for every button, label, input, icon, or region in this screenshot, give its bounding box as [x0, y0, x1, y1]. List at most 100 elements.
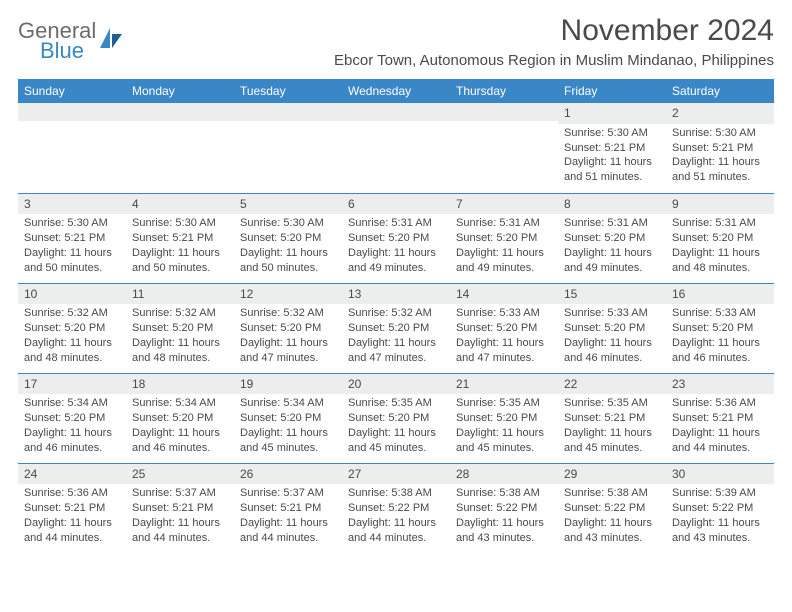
calendar-cell [126, 103, 234, 193]
calendar-body: 1Sunrise: 5:30 AMSunset: 5:21 PMDaylight… [18, 103, 774, 553]
day-number: 7 [450, 194, 558, 215]
calendar-cell: 6Sunrise: 5:31 AMSunset: 5:20 PMDaylight… [342, 193, 450, 283]
calendar-cell [342, 103, 450, 193]
day-content: Sunrise: 5:39 AMSunset: 5:22 PMDaylight:… [666, 484, 774, 549]
month-title: November 2024 [334, 14, 774, 48]
calendar-cell: 22Sunrise: 5:35 AMSunset: 5:21 PMDayligh… [558, 373, 666, 463]
calendar-cell [450, 103, 558, 193]
day-number: 13 [342, 284, 450, 305]
day-number: 3 [18, 194, 126, 215]
day-header: Monday [126, 79, 234, 103]
day-number [450, 103, 558, 121]
day-content: Sunrise: 5:36 AMSunset: 5:21 PMDaylight:… [18, 484, 126, 549]
day-content: Sunrise: 5:35 AMSunset: 5:20 PMDaylight:… [450, 394, 558, 459]
day-content: Sunrise: 5:30 AMSunset: 5:20 PMDaylight:… [234, 214, 342, 279]
day-content: Sunrise: 5:33 AMSunset: 5:20 PMDaylight:… [666, 304, 774, 369]
day-number: 6 [342, 194, 450, 215]
day-number: 12 [234, 284, 342, 305]
day-number [234, 103, 342, 121]
calendar-week: 24Sunrise: 5:36 AMSunset: 5:21 PMDayligh… [18, 463, 774, 553]
brand-logo: General Blue [18, 14, 126, 62]
day-header: Tuesday [234, 79, 342, 103]
day-content: Sunrise: 5:30 AMSunset: 5:21 PMDaylight:… [18, 214, 126, 279]
day-header: Friday [558, 79, 666, 103]
day-content: Sunrise: 5:31 AMSunset: 5:20 PMDaylight:… [450, 214, 558, 279]
day-number: 20 [342, 374, 450, 395]
day-number: 2 [666, 103, 774, 124]
day-content [234, 121, 342, 127]
day-content: Sunrise: 5:37 AMSunset: 5:21 PMDaylight:… [126, 484, 234, 549]
calendar-cell: 12Sunrise: 5:32 AMSunset: 5:20 PMDayligh… [234, 283, 342, 373]
day-content: Sunrise: 5:37 AMSunset: 5:21 PMDaylight:… [234, 484, 342, 549]
calendar-cell: 24Sunrise: 5:36 AMSunset: 5:21 PMDayligh… [18, 463, 126, 553]
day-content: Sunrise: 5:32 AMSunset: 5:20 PMDaylight:… [234, 304, 342, 369]
calendar-cell: 8Sunrise: 5:31 AMSunset: 5:20 PMDaylight… [558, 193, 666, 283]
day-content: Sunrise: 5:32 AMSunset: 5:20 PMDaylight:… [342, 304, 450, 369]
day-number: 16 [666, 284, 774, 305]
calendar-cell: 25Sunrise: 5:37 AMSunset: 5:21 PMDayligh… [126, 463, 234, 553]
calendar-cell: 23Sunrise: 5:36 AMSunset: 5:21 PMDayligh… [666, 373, 774, 463]
day-number: 21 [450, 374, 558, 395]
day-number: 15 [558, 284, 666, 305]
calendar-week: 3Sunrise: 5:30 AMSunset: 5:21 PMDaylight… [18, 193, 774, 283]
day-number: 9 [666, 194, 774, 215]
day-header: Wednesday [342, 79, 450, 103]
day-number [18, 103, 126, 121]
day-content: Sunrise: 5:31 AMSunset: 5:20 PMDaylight:… [666, 214, 774, 279]
day-content: Sunrise: 5:30 AMSunset: 5:21 PMDaylight:… [666, 124, 774, 189]
calendar-cell: 20Sunrise: 5:35 AMSunset: 5:20 PMDayligh… [342, 373, 450, 463]
calendar-cell: 10Sunrise: 5:32 AMSunset: 5:20 PMDayligh… [18, 283, 126, 373]
day-header: Sunday [18, 79, 126, 103]
brand-text: General Blue [18, 20, 96, 62]
day-content: Sunrise: 5:31 AMSunset: 5:20 PMDaylight:… [558, 214, 666, 279]
day-number: 4 [126, 194, 234, 215]
day-content: Sunrise: 5:32 AMSunset: 5:20 PMDaylight:… [18, 304, 126, 369]
location-subtitle: Ebcor Town, Autonomous Region in Muslim … [334, 52, 774, 69]
day-content: Sunrise: 5:38 AMSunset: 5:22 PMDaylight:… [342, 484, 450, 549]
day-content: Sunrise: 5:36 AMSunset: 5:21 PMDaylight:… [666, 394, 774, 459]
day-number: 18 [126, 374, 234, 395]
calendar-cell: 19Sunrise: 5:34 AMSunset: 5:20 PMDayligh… [234, 373, 342, 463]
day-content [342, 121, 450, 127]
day-content: Sunrise: 5:34 AMSunset: 5:20 PMDaylight:… [234, 394, 342, 459]
day-content: Sunrise: 5:30 AMSunset: 5:21 PMDaylight:… [558, 124, 666, 189]
day-number: 11 [126, 284, 234, 305]
day-content: Sunrise: 5:38 AMSunset: 5:22 PMDaylight:… [558, 484, 666, 549]
day-content: Sunrise: 5:38 AMSunset: 5:22 PMDaylight:… [450, 484, 558, 549]
calendar-cell: 27Sunrise: 5:38 AMSunset: 5:22 PMDayligh… [342, 463, 450, 553]
calendar-cell: 15Sunrise: 5:33 AMSunset: 5:20 PMDayligh… [558, 283, 666, 373]
day-number [126, 103, 234, 121]
calendar-week: 17Sunrise: 5:34 AMSunset: 5:20 PMDayligh… [18, 373, 774, 463]
calendar-cell: 30Sunrise: 5:39 AMSunset: 5:22 PMDayligh… [666, 463, 774, 553]
day-content: Sunrise: 5:33 AMSunset: 5:20 PMDaylight:… [558, 304, 666, 369]
calendar-cell: 4Sunrise: 5:30 AMSunset: 5:21 PMDaylight… [126, 193, 234, 283]
day-number: 25 [126, 464, 234, 485]
day-header: Thursday [450, 79, 558, 103]
calendar-week: 1Sunrise: 5:30 AMSunset: 5:21 PMDaylight… [18, 103, 774, 193]
calendar-cell: 5Sunrise: 5:30 AMSunset: 5:20 PMDaylight… [234, 193, 342, 283]
calendar-cell: 9Sunrise: 5:31 AMSunset: 5:20 PMDaylight… [666, 193, 774, 283]
calendar-cell [234, 103, 342, 193]
page-header: General Blue November 2024 Ebcor Town, A… [18, 14, 774, 69]
day-content: Sunrise: 5:33 AMSunset: 5:20 PMDaylight:… [450, 304, 558, 369]
day-number: 22 [558, 374, 666, 395]
day-number: 10 [18, 284, 126, 305]
day-content: Sunrise: 5:34 AMSunset: 5:20 PMDaylight:… [126, 394, 234, 459]
calendar-cell: 29Sunrise: 5:38 AMSunset: 5:22 PMDayligh… [558, 463, 666, 553]
day-number: 8 [558, 194, 666, 215]
day-header: Saturday [666, 79, 774, 103]
day-number [342, 103, 450, 121]
calendar-cell: 18Sunrise: 5:34 AMSunset: 5:20 PMDayligh… [126, 373, 234, 463]
brand-bottom: Blue [40, 40, 96, 62]
day-header-row: SundayMondayTuesdayWednesdayThursdayFrid… [18, 79, 774, 103]
calendar-page: General Blue November 2024 Ebcor Town, A… [0, 0, 792, 563]
day-number: 5 [234, 194, 342, 215]
day-content: Sunrise: 5:35 AMSunset: 5:21 PMDaylight:… [558, 394, 666, 459]
brand-sail-icon [98, 26, 126, 57]
day-number: 24 [18, 464, 126, 485]
day-number: 14 [450, 284, 558, 305]
calendar-table: SundayMondayTuesdayWednesdayThursdayFrid… [18, 79, 774, 553]
day-content: Sunrise: 5:35 AMSunset: 5:20 PMDaylight:… [342, 394, 450, 459]
calendar-cell: 26Sunrise: 5:37 AMSunset: 5:21 PMDayligh… [234, 463, 342, 553]
calendar-cell: 11Sunrise: 5:32 AMSunset: 5:20 PMDayligh… [126, 283, 234, 373]
